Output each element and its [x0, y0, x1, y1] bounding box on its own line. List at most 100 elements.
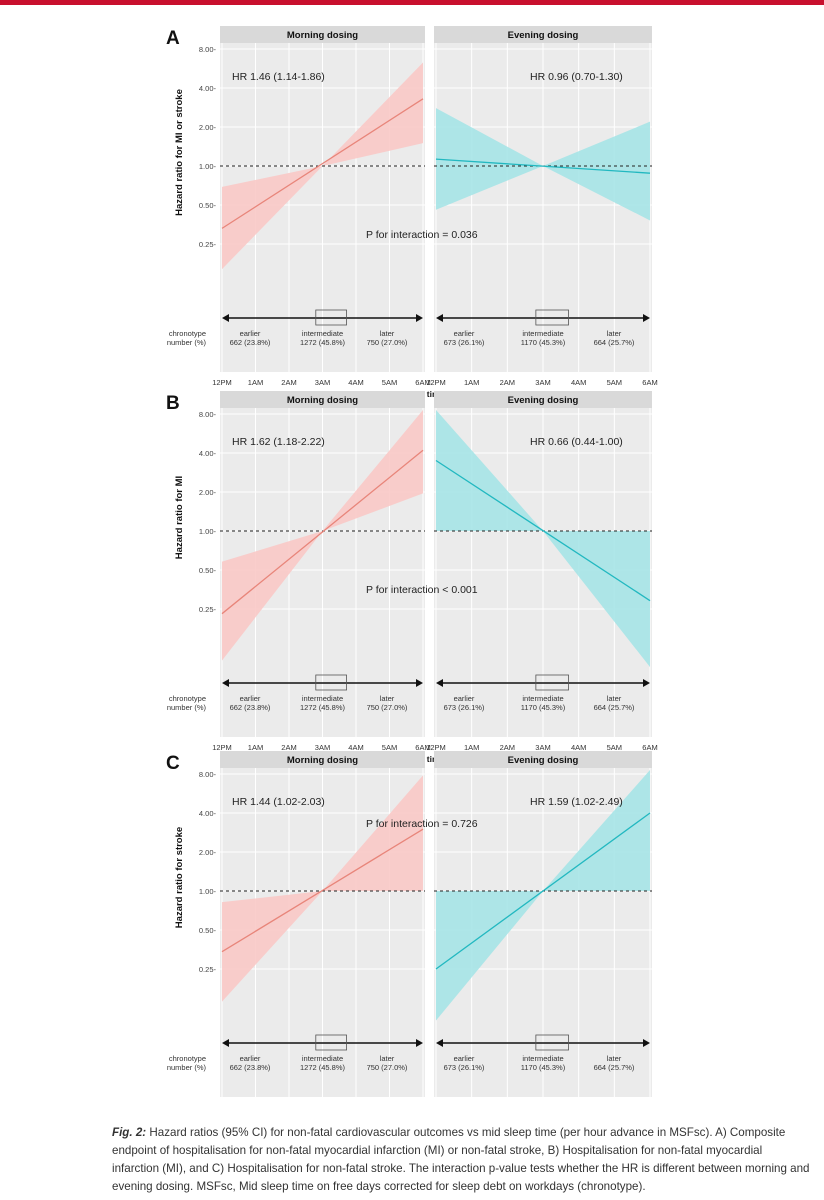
arrow-head-right: [643, 1039, 650, 1047]
hazard-ratio-line: [221, 98, 424, 229]
arrow-head-left: [222, 314, 229, 322]
hr-label: HR 1.46 (1.14-1.86): [232, 71, 325, 83]
hazard-ratio-figure: A Hazard ratio for MI or stroke 0.25- 0.50-…: [166, 26, 658, 1097]
y-tick-label: 0.50-: [199, 201, 217, 210]
facet-title: Evening dosing: [508, 395, 579, 406]
y-axis-label: Hazard ratio for MI or stroke: [174, 89, 185, 216]
chronotype-group-count: 673 (26.1%): [444, 703, 485, 712]
intermediate-box: [535, 1034, 569, 1051]
chronotype-group-label: earlier: [454, 1054, 475, 1063]
x-tick-label: 3AM: [535, 743, 550, 752]
chronotype-group-count: 662 (23.8%): [230, 338, 271, 347]
y-tick-label: 0.25-: [199, 965, 217, 974]
y-tick-label: 4.00-: [199, 809, 217, 818]
interaction-p-label: P for interaction < 0.001: [366, 584, 478, 596]
facet-strip: [220, 26, 425, 43]
chronotype-group-count: 664 (25.7%): [594, 338, 635, 347]
chronotype-group-label: earlier: [454, 694, 475, 703]
x-tick-label: 2AM: [500, 378, 515, 387]
x-tick-label: 5AM: [607, 378, 622, 387]
x-tick-label: 6AM: [415, 743, 430, 752]
confidence-band: [222, 410, 423, 661]
panel-label: C: [166, 753, 180, 774]
arrow-head-right: [643, 314, 650, 322]
chronotype-group-count: 1170 (45.3%): [521, 1063, 566, 1072]
x-tick-label: 4AM: [348, 378, 363, 387]
chronotype-group-count: 750 (27.0%): [367, 338, 408, 347]
y-axis-label: Hazard ratio for stroke: [174, 827, 185, 928]
arrow-head-right: [416, 1039, 423, 1047]
facet-strip: [434, 391, 652, 408]
chronotype-group-label: intermediate: [522, 329, 563, 338]
y-tick-label: 0.50-: [199, 566, 217, 575]
chronotype-group-label: earlier: [240, 694, 261, 703]
x-tick-label: 1AM: [248, 743, 263, 752]
arrow-head-right: [416, 679, 423, 687]
x-tick-label: 1AM: [248, 378, 263, 387]
x-tick-label: 6AM: [415, 378, 430, 387]
y-tick-label: 1.00-: [199, 527, 217, 536]
y-tick-label: 8.00-: [199, 770, 217, 779]
hazard-ratio-line: [221, 828, 424, 953]
facet-title: Evening dosing: [508, 30, 579, 41]
interaction-p-label: P for interaction = 0.036: [366, 229, 478, 241]
hr-label: HR 1.44 (1.02-2.03): [232, 796, 325, 808]
confidence-band: [436, 770, 650, 1021]
facet-title: Evening dosing: [508, 755, 579, 766]
x-tick-label: 6AM: [642, 378, 657, 387]
arrow-head-left: [436, 314, 443, 322]
facet-title: Morning dosing: [287, 755, 358, 766]
panel-label: B: [166, 393, 180, 414]
x-tick-label: 1AM: [464, 378, 479, 387]
y-tick-label: 4.00-: [199, 84, 217, 93]
x-tick-label: 2AM: [281, 743, 296, 752]
y-tick-label: 2.00-: [199, 488, 217, 497]
arrow-head-right: [643, 679, 650, 687]
x-tick-label: 3AM: [315, 743, 330, 752]
panel-label: A: [166, 28, 180, 49]
chronotype-row-label: chronotype: [169, 329, 206, 338]
hr-label: HR 0.96 (0.70-1.30): [530, 71, 623, 83]
chronotype-group-label: intermediate: [302, 329, 343, 338]
x-tick-label: 6AM: [642, 743, 657, 752]
hr-label: HR 1.62 (1.18-2.22): [232, 436, 325, 448]
x-tick-label: 12PM: [212, 378, 232, 387]
chronotype-row-label: number (%): [167, 1063, 207, 1072]
chronotype-group-label: intermediate: [522, 1054, 563, 1063]
chronotype-group-label: later: [380, 694, 395, 703]
x-tick-label: 2AM: [500, 743, 515, 752]
chronotype-group-count: 1170 (45.3%): [521, 703, 566, 712]
confidence-band: [436, 410, 650, 667]
chronotype-group-count: 1272 (45.8%): [300, 338, 346, 347]
chronotype-group-label: intermediate: [302, 694, 343, 703]
chronotype-row-label: chronotype: [169, 1054, 206, 1063]
intermediate-box: [315, 674, 347, 691]
x-tick-label: 12PM: [426, 743, 446, 752]
chronotype-group-label: intermediate: [302, 1054, 343, 1063]
facet-strip: [434, 26, 652, 43]
interaction-p-label: P for interaction = 0.726: [366, 818, 478, 830]
confidence-band: [222, 62, 423, 270]
chronotype-group-count: 664 (25.7%): [594, 703, 635, 712]
arrow-head-left: [436, 1039, 443, 1047]
x-tick-label: 4AM: [571, 378, 586, 387]
chronotype-group-label: later: [607, 694, 622, 703]
facet-strip: [434, 751, 652, 768]
x-tick-label: 2AM: [281, 378, 296, 387]
chronotype-row-label: chronotype: [169, 694, 206, 703]
chronotype-group-count: 673 (26.1%): [444, 1063, 485, 1072]
facet-strip: [220, 751, 425, 768]
chronotype-group-label: intermediate: [522, 694, 563, 703]
chronotype-group-count: 1170 (45.3%): [521, 338, 566, 347]
y-tick-label: 0.50-: [199, 926, 217, 935]
chronotype-group-label: earlier: [240, 1054, 261, 1063]
y-tick-label: 4.00-: [199, 449, 217, 458]
chronotype-group-label: later: [380, 329, 395, 338]
facet-strip: [220, 391, 425, 408]
chronotype-group-count: 664 (25.7%): [594, 1063, 635, 1072]
intermediate-box: [315, 309, 347, 326]
figure-caption: Fig. 2: Hazard ratios (95% CI) for non-f…: [112, 1124, 812, 1196]
x-tick-label: 4AM: [348, 743, 363, 752]
chronotype-group-count: 750 (27.0%): [367, 1063, 408, 1072]
arrow-head-left: [222, 1039, 229, 1047]
